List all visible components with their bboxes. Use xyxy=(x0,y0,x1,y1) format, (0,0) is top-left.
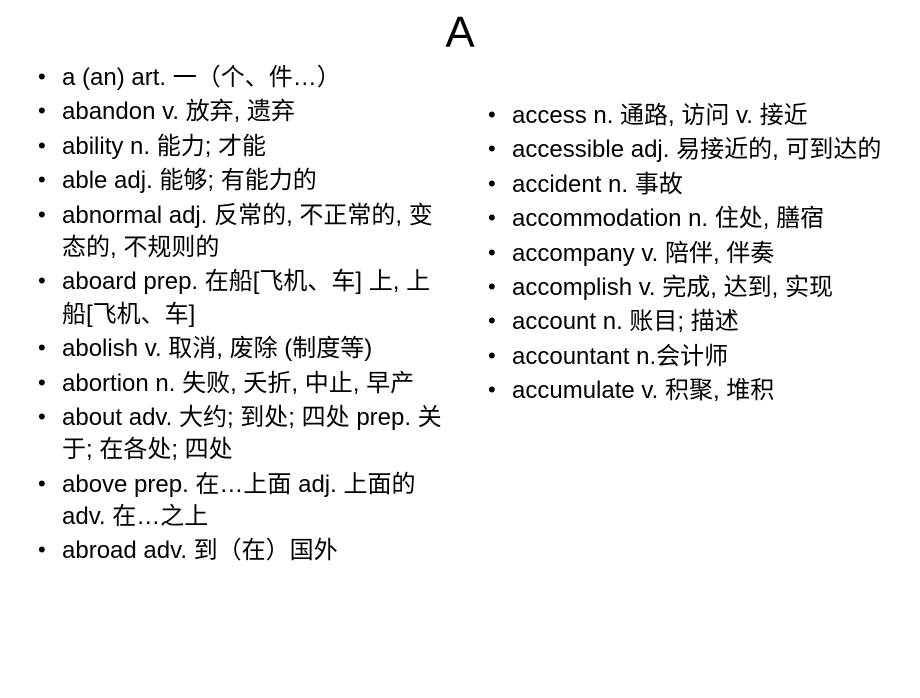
list-item: account n. 账目; 描述 xyxy=(470,306,900,338)
list-item: abroad adv. 到（在）国外 xyxy=(20,535,450,567)
list-item: about adv. 大约; 到处; 四处 prep. 关于; 在各处; 四处 xyxy=(20,402,450,467)
list-item: above prep. 在…上面 adj. 上面的 adv. 在…之上 xyxy=(20,469,450,534)
right-column: access n. 通路, 访问 v. 接近 accessible adj. 易… xyxy=(460,62,900,570)
list-item: able adj. 能够; 有能力的 xyxy=(20,165,450,197)
list-item: ability n. 能力; 才能 xyxy=(20,131,450,163)
list-item: accountant n.会计师 xyxy=(470,341,900,373)
left-list: a (an) art. 一（个、件…） abandon v. 放弃, 遗弃 ab… xyxy=(20,62,450,568)
list-item: accomplish v. 完成, 达到, 实现 xyxy=(470,272,900,304)
list-item: abandon v. 放弃, 遗弃 xyxy=(20,96,450,128)
list-item: accommodation n. 住处, 膳宿 xyxy=(470,203,900,235)
list-item: abnormal adj. 反常的, 不正常的, 变态的, 不规则的 xyxy=(20,200,450,265)
right-list: access n. 通路, 访问 v. 接近 accessible adj. 易… xyxy=(470,100,900,408)
page-title: A xyxy=(0,8,920,58)
list-item: abortion n. 失败, 夭折, 中止, 早产 xyxy=(20,368,450,400)
list-item: a (an) art. 一（个、件…） xyxy=(20,62,450,94)
list-item: abolish v. 取消, 废除 (制度等) xyxy=(20,333,450,365)
left-column: a (an) art. 一（个、件…） abandon v. 放弃, 遗弃 ab… xyxy=(20,62,460,570)
list-item: accumulate v. 积聚, 堆积 xyxy=(470,375,900,407)
list-item: aboard prep. 在船[飞机、车] 上, 上船[飞机、车] xyxy=(20,266,450,331)
list-item: accessible adj. 易接近的, 可到达的 xyxy=(470,134,900,166)
list-item: access n. 通路, 访问 v. 接近 xyxy=(470,100,900,132)
list-item: accident n. 事故 xyxy=(470,169,900,201)
list-item: accompany v. 陪伴, 伴奏 xyxy=(470,238,900,270)
vocab-columns: a (an) art. 一（个、件…） abandon v. 放弃, 遗弃 ab… xyxy=(0,62,920,570)
